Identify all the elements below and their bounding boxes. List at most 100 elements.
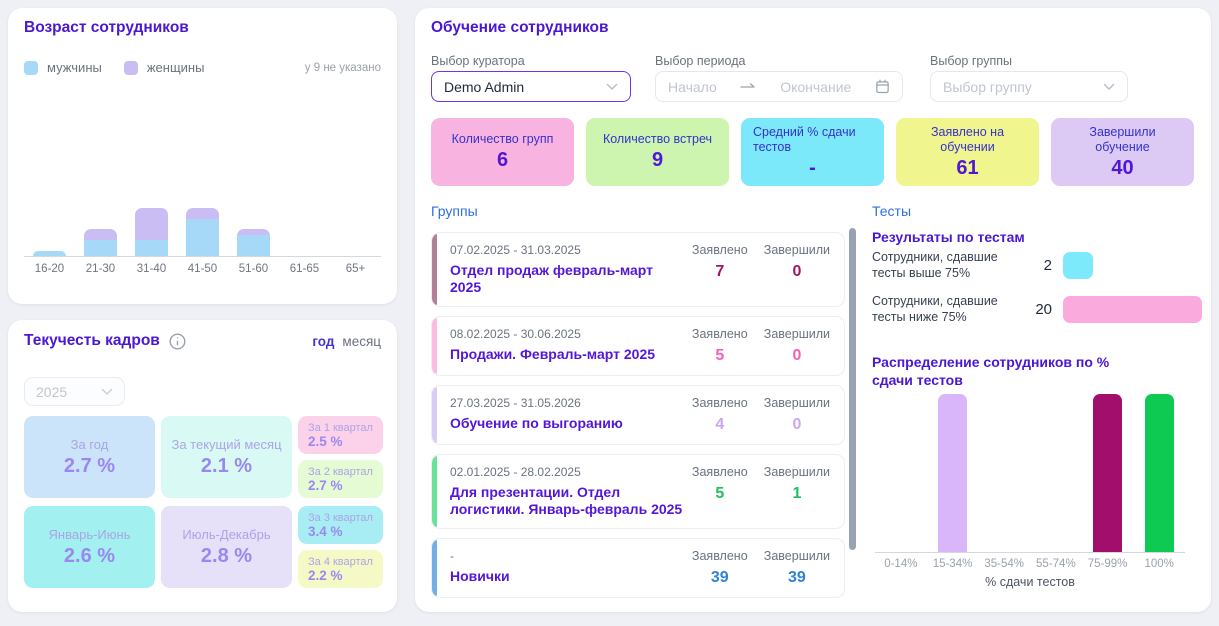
group-card-sales-feb-mar[interactable]: 07.02.2025 - 31.03.2025 Отдел продаж фев… — [431, 232, 845, 307]
toggle-year[interactable]: год — [312, 333, 335, 349]
completed-header: Завершили — [763, 549, 830, 563]
age-bar-31-40 — [135, 208, 168, 256]
group-card-newcomers[interactable]: - Новички Заявлено 39 Завершили 39 — [431, 538, 845, 598]
info-icon[interactable] — [169, 332, 186, 350]
legend-item-men: мужчины — [24, 60, 102, 75]
tile-current-month: За текущий месяц 2.1 % — [161, 416, 292, 498]
age-chart-legend: мужчины женщины — [24, 60, 204, 75]
tile-jan-jun: Январь-Июнь 2.6 % — [24, 506, 155, 588]
completed-header: Завершили — [763, 243, 830, 257]
period-start-input[interactable]: Начало — [668, 78, 717, 95]
staff-turnover-panel: Текучесть кадров год месяц 2025 За год 2… — [8, 320, 397, 612]
tile-q4: За 4 квартал 2.2 % — [298, 550, 383, 588]
chevron-down-icon — [606, 83, 618, 91]
age-distribution-chart — [24, 197, 381, 257]
dist-bar-15-34 — [938, 394, 967, 552]
group-card-burnout[interactable]: 27.03.2025 - 31.05.2026 Обучение по выго… — [431, 385, 845, 445]
training-stats-row: Количество групп 6 Количество встреч 9 С… — [431, 118, 1194, 186]
legend-label-men: мужчины — [47, 60, 102, 75]
employee-training-panel: Обучение сотрудников Выбор куратора Выбо… — [415, 8, 1211, 612]
above-75-count: 2 — [1043, 257, 1052, 274]
calendar-icon[interactable] — [875, 79, 890, 94]
distribution-axis-labels: 0-14% 15-34% 35-54% 55-74% 75-99% 100% — [884, 558, 1174, 570]
applied-header: Заявлено — [691, 327, 748, 341]
age-axis-labels: 16-20 21-30 31-40 41-50 51-60 61-65 65+ — [34, 263, 366, 275]
applied-header: Заявлено — [691, 465, 748, 479]
groups-list-scrollbar[interactable] — [849, 228, 856, 550]
applied-value: 5 — [715, 347, 725, 364]
completed-value: 0 — [792, 416, 802, 433]
group-dates: 07.02.2025 - 31.03.2025 — [450, 243, 581, 257]
group-filter-label: Выбор группы — [930, 54, 1013, 68]
age-bar-16-20 — [33, 250, 66, 256]
applied-header: Заявлено — [691, 549, 748, 563]
group-select[interactable]: Выбор группу — [930, 71, 1128, 102]
period-end-input[interactable]: Окончание — [780, 78, 852, 95]
completed-header: Завершили — [763, 396, 830, 410]
group-name: Для презентации. Отдел логистики. Январь… — [450, 484, 683, 517]
group-name: Продажи. Февраль-март 2025 — [450, 346, 656, 362]
group-dates: - — [450, 549, 454, 563]
chevron-down-icon — [1103, 83, 1115, 91]
training-panel-title: Обучение сотрудников — [431, 19, 609, 36]
group-card-logistics-presentation[interactable]: 02.01.2025 - 28.02.2025 Для презентации.… — [431, 454, 845, 529]
stat-card-groups: Количество групп 6 — [431, 118, 574, 186]
group-card-sales2-feb-mar[interactable]: 08.02.2025 - 30.06.2025 Продажи. Февраль… — [431, 316, 845, 376]
applied-header: Заявлено — [691, 243, 748, 257]
age-of-employees-panel: Возраст сотрудников мужчины женщины у 9 … — [8, 8, 397, 304]
tile-jul-dec: Июль-Декабрь 2.8 % — [161, 506, 292, 588]
tile-q2: За 2 квартал 2.7 % — [298, 460, 383, 498]
above-75-bar — [1063, 252, 1093, 279]
group-select-placeholder: Выбор группу — [943, 78, 1032, 95]
age-panel-title: Возраст сотрудников — [24, 19, 189, 36]
below-75-count: 20 — [1035, 301, 1052, 318]
applied-value: 4 — [715, 416, 725, 433]
completed-value: 0 — [792, 263, 802, 280]
group-dates: 27.03.2025 - 31.05.2026 — [450, 396, 581, 410]
turnover-panel-title: Текучесть кадров — [24, 332, 160, 349]
tile-q1: За 1 квартал 2.5 % — [298, 416, 383, 454]
tests-section-heading: Тесты — [872, 203, 912, 219]
completed-header: Завершили — [763, 327, 830, 341]
period-range-picker[interactable]: Начало Окончание — [655, 71, 903, 102]
distribution-x-axis-label: % сдачи тестов — [985, 575, 1075, 589]
curator-select[interactable]: Demo Admin — [431, 71, 631, 102]
period-mode-toggle: год месяц — [312, 334, 381, 349]
stat-card-completed: Завершили обучение 40 — [1051, 118, 1194, 186]
tile-year: За год 2.7 % — [24, 416, 155, 498]
curator-filter-label: Выбор куратора — [431, 54, 525, 68]
period-filter-label: Выбор периода — [655, 54, 746, 68]
dist-bar-75-99 — [1093, 394, 1123, 552]
groups-list: 07.02.2025 - 31.03.2025 Отдел продаж фев… — [431, 232, 845, 600]
completed-value: 1 — [792, 485, 802, 502]
year-select-value: 2025 — [36, 383, 68, 400]
score-distribution-chart — [875, 394, 1185, 553]
below-75-bar — [1063, 296, 1202, 323]
group-name: Отдел продаж февраль-март 2025 — [450, 262, 654, 295]
year-select[interactable]: 2025 — [24, 377, 125, 406]
result-row-below-75: Сотрудники, сдавшие тесты ниже 75% 20 — [872, 294, 1202, 325]
arrow-right-icon — [740, 82, 756, 92]
completed-value: 39 — [788, 569, 806, 586]
legend-label-women: женщины — [146, 60, 205, 75]
distribution-chart-title: Распределение сотрудников по % сдачи тес… — [872, 354, 1110, 388]
applied-value: 7 — [715, 263, 725, 280]
group-dates: 08.02.2025 - 30.06.2025 — [450, 327, 581, 341]
toggle-month[interactable]: месяц — [342, 333, 381, 349]
stat-card-enrolled: Заявлено на обучении 61 — [896, 118, 1039, 186]
curator-select-value: Demo Admin — [444, 78, 525, 95]
group-dates: 02.01.2025 - 28.02.2025 — [450, 465, 581, 479]
completed-header: Завершили — [763, 465, 830, 479]
applied-value: 5 — [715, 485, 725, 502]
group-name: Обучение по выгоранию — [450, 415, 623, 431]
group-name: Новички — [450, 568, 510, 584]
stat-card-avg-test-score: Средний % сдачи тестов - — [741, 118, 884, 186]
age-bar-41-50 — [186, 208, 219, 256]
men-color-swatch — [24, 60, 38, 75]
women-color-swatch — [123, 60, 138, 75]
test-results-title: Результаты по тестам — [872, 229, 1025, 245]
tile-q3: За 3 квартал 3.4 % — [298, 506, 383, 544]
applied-value: 39 — [710, 569, 729, 586]
stat-card-meetings: Количество встреч 9 — [586, 118, 729, 186]
legend-item-women: женщины — [123, 60, 205, 75]
